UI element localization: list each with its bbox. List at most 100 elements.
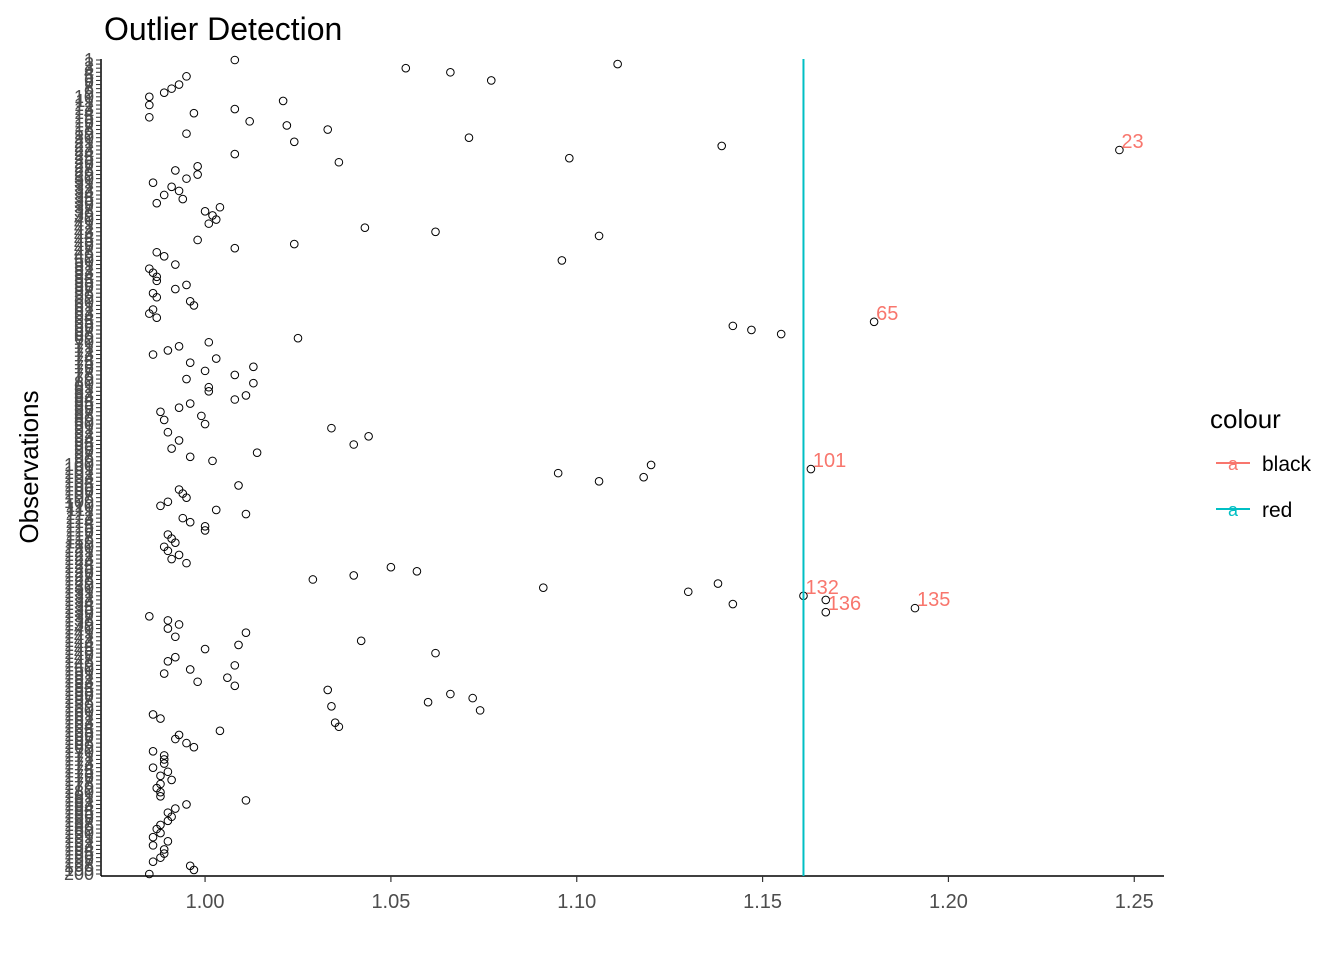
y-tick-label: 87 [74,402,94,422]
y-tick-label: 15 [74,107,94,127]
data-point [189,301,199,310]
y-tick-label: 27 [74,156,94,176]
y-tick-label: 174 [64,758,94,778]
data-point [171,734,180,744]
y-tick-label: 196 [64,848,94,868]
data-point [152,272,162,282]
y-tick-label: 35 [74,189,94,209]
data-point [230,681,240,691]
y-tick-label: 102 [64,463,94,483]
data-point [185,665,195,674]
data-point [163,616,173,625]
data-point [211,505,221,515]
y-tick-label: 64 [74,308,94,328]
y-tick-label: 140 [64,619,94,639]
data-point [182,800,191,809]
y-tick-label: 48 [74,242,94,262]
data-point [215,726,225,736]
y-tick-label: 175 [64,762,94,782]
data-point [156,501,165,511]
data-point [200,522,210,531]
data-point [148,763,158,772]
data-point [178,194,188,204]
data-point [289,137,299,147]
y-tick-label: 80 [74,373,94,393]
data-point [193,162,202,171]
y-tick-label: 21 [74,132,94,152]
data-point [152,313,162,322]
data-point [185,358,195,367]
data-point [193,235,202,245]
data-point [349,571,359,580]
y-tick-label: 157 [64,688,94,708]
data-point [639,472,648,482]
data-point [174,80,184,89]
y-tick-label: 82 [74,381,94,401]
data-point [159,751,169,760]
y-tick-label: 120 [64,537,94,557]
data-point [171,538,180,547]
legend-entry-label: black [1262,453,1312,476]
y-tick-label: 95 [74,435,94,455]
data-point [289,239,299,249]
y-tick-label: 56 [74,275,94,295]
data-point [215,202,225,212]
data-point [152,276,162,286]
data-point [464,133,474,143]
data-point [717,141,727,151]
data-point [174,186,184,196]
data-point [167,775,176,785]
data-point [557,256,567,265]
y-tick-label: 159 [64,696,94,716]
data-point [1115,145,1124,155]
y-tick-label: 37 [74,197,94,217]
legend-key-glyph: a [1228,454,1239,474]
y-tick-label: 32 [74,177,94,197]
y-tick-label: 85 [74,394,94,414]
data-point [249,378,258,388]
x-axis: 1.00 1.05 1.10 1.15 1.20 1.25 [101,875,1164,913]
y-tick-label: 176 [64,766,94,786]
data-point [152,247,162,257]
data-point [148,350,158,359]
data-point [156,771,165,781]
outlier-label: 135 [917,589,950,611]
y-tick-label: 112 [65,504,94,524]
y-tick-label: 150 [64,659,94,679]
y-tick-label: 142 [64,627,94,647]
data-point [182,280,191,290]
y-tick-label: 42 [74,218,94,238]
data-point [594,231,604,241]
y-tick-label: 179 [64,778,94,798]
data-point [683,587,693,597]
data-point [200,366,210,376]
y-tick-label: 156 [64,684,94,704]
data-point [200,207,210,216]
y-tick-label: 71 [74,336,94,356]
y-tick-label: 26 [74,152,94,172]
data-point [156,791,165,801]
data-point [776,329,786,339]
data-point [145,869,154,879]
y-tick-label: 136 [64,602,94,622]
y-tick-label: 66 [74,316,94,336]
y-tick-label: 131 [64,582,94,602]
y-tick-label: 148 [64,651,94,671]
y-tick-label: 191 [64,827,94,847]
data-point [159,759,169,768]
y-tick-label: 111 [67,500,94,520]
y-tick-label: 8 [84,79,94,99]
y-tick-label: 53 [74,263,94,283]
y-tick-label: 46 [74,234,94,254]
y-tick-label: 126 [64,561,94,581]
y-tick-label: 113 [65,508,94,528]
data-point [204,219,214,228]
data-point [148,746,158,756]
data-point [234,481,243,490]
data-point [148,857,158,867]
y-tick-label: 2 [84,54,94,74]
y-tick-label: 70 [74,332,94,352]
data-point [156,714,165,723]
y-tick-label: 13 [74,99,94,119]
